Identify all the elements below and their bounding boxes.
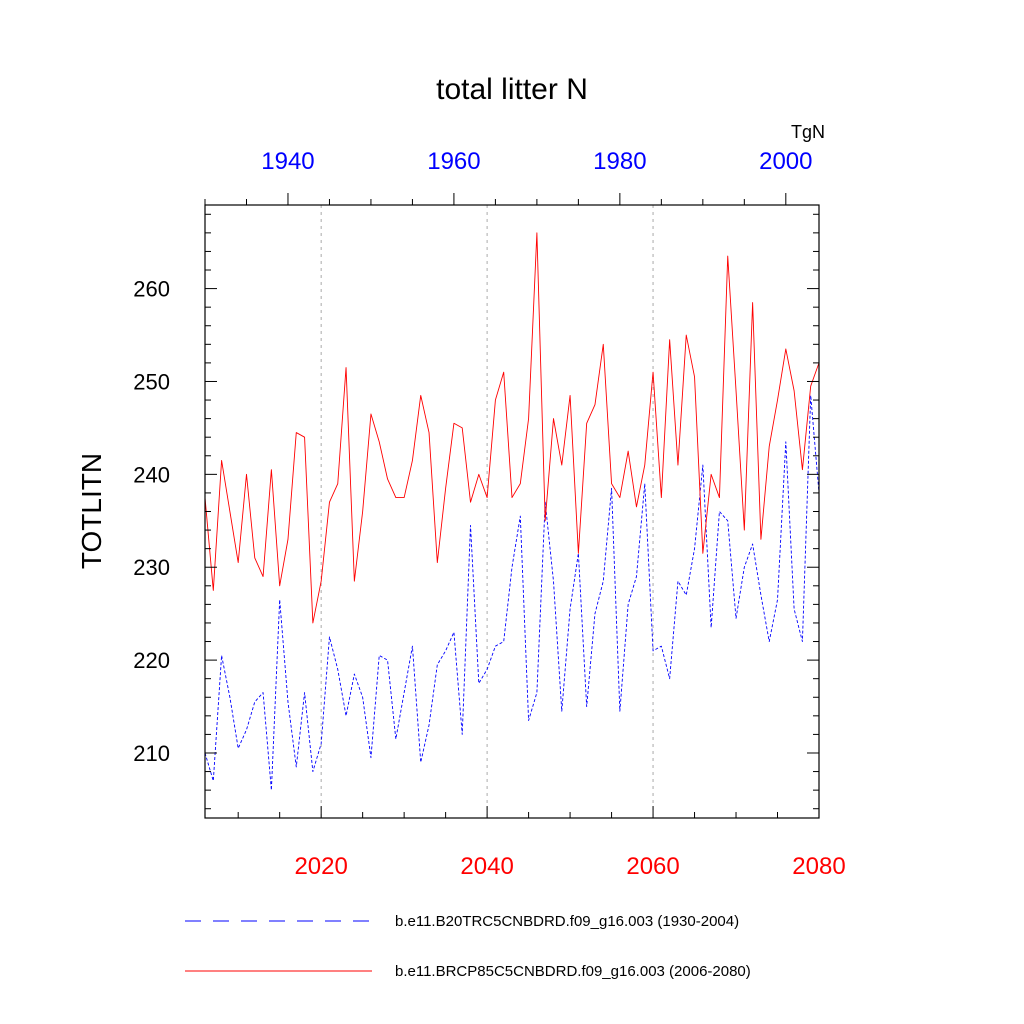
y-tick-label-230: 230 <box>133 555 170 580</box>
top-x-axis: 1940 1960 1980 2000 <box>205 148 813 205</box>
y-tick-label-210: 210 <box>133 741 170 766</box>
bottom-tick-label-2020: 2020 <box>294 853 347 880</box>
data-series <box>205 233 819 790</box>
legend-label-rcp85: b.e11.BRCP85C5CNBDRD.f09_g16.003 (2006-2… <box>395 963 751 980</box>
y-tick-label-220: 220 <box>133 648 170 673</box>
y-tick-label-250: 250 <box>133 369 170 394</box>
top-tick-label-1980: 1980 <box>593 148 646 175</box>
units-label: TgN <box>791 122 825 142</box>
bottom-x-axis: 2020 2040 2060 2080 <box>238 806 846 880</box>
line-chart: total litter N TgN TOTLITN 2102202302402… <box>0 0 1024 1024</box>
chart-title: total litter N <box>436 73 588 106</box>
y-tick-label-260: 260 <box>133 277 170 302</box>
bottom-tick-label-2060: 2060 <box>626 853 679 880</box>
top-tick-label-2000: 2000 <box>759 148 812 175</box>
bottom-tick-label-2080: 2080 <box>792 853 845 880</box>
y-tick-label-240: 240 <box>133 462 170 487</box>
series-line-historical <box>205 395 819 790</box>
vertical-gridlines <box>321 205 653 818</box>
plot-frame <box>205 205 819 818</box>
top-tick-label-1940: 1940 <box>261 148 314 175</box>
legend-label-historical: b.e11.B20TRC5CNBDRD.f09_g16.003 (1930-20… <box>395 913 739 930</box>
legend: b.e11.B20TRC5CNBDRD.f09_g16.003 (1930-20… <box>185 913 751 980</box>
y-axis-label: TOTLITN <box>76 453 107 569</box>
top-tick-label-1960: 1960 <box>427 148 480 175</box>
y-axis: 210 220 230 240 250 260 <box>133 214 819 808</box>
bottom-tick-label-2040: 2040 <box>460 853 513 880</box>
